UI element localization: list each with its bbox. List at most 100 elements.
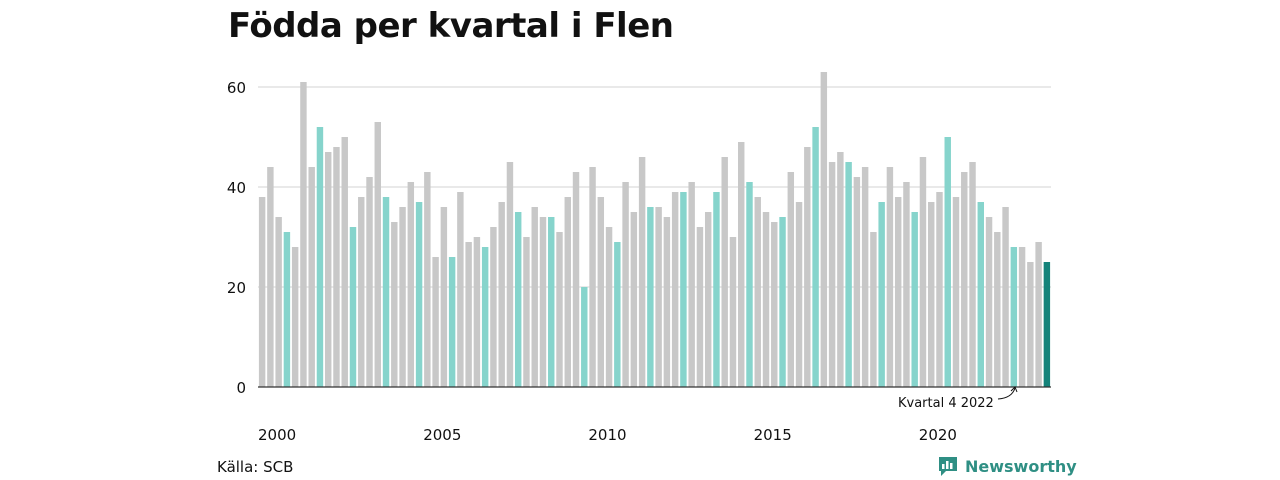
- bar: [589, 167, 596, 387]
- source-credit: Källa: SCB: [217, 458, 294, 476]
- bar: [762, 212, 770, 387]
- newsworthy-logo-icon: [939, 457, 957, 476]
- bar: [316, 127, 324, 387]
- bar: [539, 217, 547, 387]
- bar: [605, 227, 613, 387]
- bar: [564, 197, 571, 387]
- bar: [531, 207, 538, 387]
- bar: [671, 192, 679, 387]
- bar: [911, 212, 918, 387]
- bar: [1035, 242, 1042, 387]
- bar: [366, 177, 373, 387]
- bar: [804, 147, 811, 387]
- bar: [291, 247, 299, 387]
- bar: [382, 197, 390, 387]
- bar: [870, 232, 877, 387]
- y-tick-label: 0: [236, 379, 246, 397]
- bar: [448, 257, 456, 387]
- bar: [779, 217, 786, 387]
- bar: [828, 162, 836, 387]
- bar: [581, 287, 588, 387]
- annotation: Kvartal 4 2022: [898, 386, 1018, 411]
- bar: [837, 152, 844, 387]
- bar: [300, 82, 307, 387]
- bar: [473, 237, 481, 387]
- bar: [655, 207, 662, 387]
- chart-title: Födda per kvartal i Flen: [228, 6, 674, 46]
- bar: [795, 202, 803, 387]
- x-tick-label: 2020: [919, 426, 957, 444]
- x-axis-ticks: 2000 2005 2010 2015 2020: [258, 426, 957, 444]
- bar: [746, 182, 753, 387]
- annotation-label: Kvartal 4 2022: [898, 396, 994, 411]
- bar: [812, 127, 819, 387]
- bar-highlight: [1043, 262, 1051, 387]
- bar: [258, 197, 266, 387]
- bar: [680, 192, 687, 387]
- bar: [1027, 262, 1034, 387]
- bar: [638, 157, 646, 387]
- bar: [440, 207, 448, 387]
- bar: [415, 202, 423, 387]
- y-tick-label: 20: [227, 279, 246, 297]
- bar: [903, 182, 910, 387]
- annotation-arrowhead: [1010, 386, 1018, 393]
- bar: [622, 182, 629, 387]
- bar: [878, 202, 885, 387]
- bar: [275, 217, 282, 387]
- x-tick-label: 2000: [258, 426, 296, 444]
- bar: [952, 197, 960, 387]
- bar: [341, 137, 348, 387]
- bar: [713, 192, 720, 387]
- bar: [506, 162, 514, 387]
- bar: [704, 212, 712, 387]
- bar: [523, 237, 530, 387]
- bar: [358, 197, 365, 387]
- bar: [630, 212, 638, 387]
- bar: [1002, 207, 1009, 387]
- bar: [465, 242, 472, 387]
- bar: [498, 202, 505, 387]
- bar: [374, 122, 381, 387]
- bar: [820, 72, 828, 387]
- bar: [597, 197, 605, 387]
- y-axis-ticks: 0 20 40 60: [227, 79, 246, 397]
- brand-name: Newsworthy: [965, 456, 1077, 476]
- bar: [481, 247, 489, 387]
- bar: [944, 137, 951, 387]
- bar: [1010, 247, 1018, 387]
- y-tick-label: 60: [227, 79, 246, 97]
- bar: [663, 217, 671, 387]
- bar: [267, 167, 274, 387]
- brand-logo: Newsworthy: [937, 455, 1077, 477]
- bar: [1018, 247, 1026, 387]
- bar: [845, 162, 852, 387]
- bar: [283, 232, 291, 387]
- bar: [407, 182, 415, 387]
- bar: [787, 172, 795, 387]
- bar: [721, 157, 728, 387]
- bar: [399, 207, 406, 387]
- bar: [738, 142, 745, 387]
- bar: [572, 172, 580, 387]
- bar: [985, 217, 993, 387]
- bar: [853, 177, 861, 387]
- bar: [614, 242, 621, 387]
- x-tick-label: 2005: [423, 426, 461, 444]
- bar: [936, 192, 943, 387]
- bar: [729, 237, 737, 387]
- bar: [994, 232, 1001, 387]
- bar: [490, 227, 497, 387]
- bar: [349, 227, 357, 387]
- bar: [424, 172, 431, 387]
- bar: [919, 157, 927, 387]
- bar: [754, 197, 761, 387]
- bar: [696, 227, 704, 387]
- y-tick-label: 40: [227, 179, 246, 197]
- bar: [969, 162, 976, 387]
- x-tick-label: 2015: [754, 426, 792, 444]
- gridlines: [258, 86, 1051, 288]
- bar: [432, 257, 439, 387]
- bar: [457, 192, 464, 387]
